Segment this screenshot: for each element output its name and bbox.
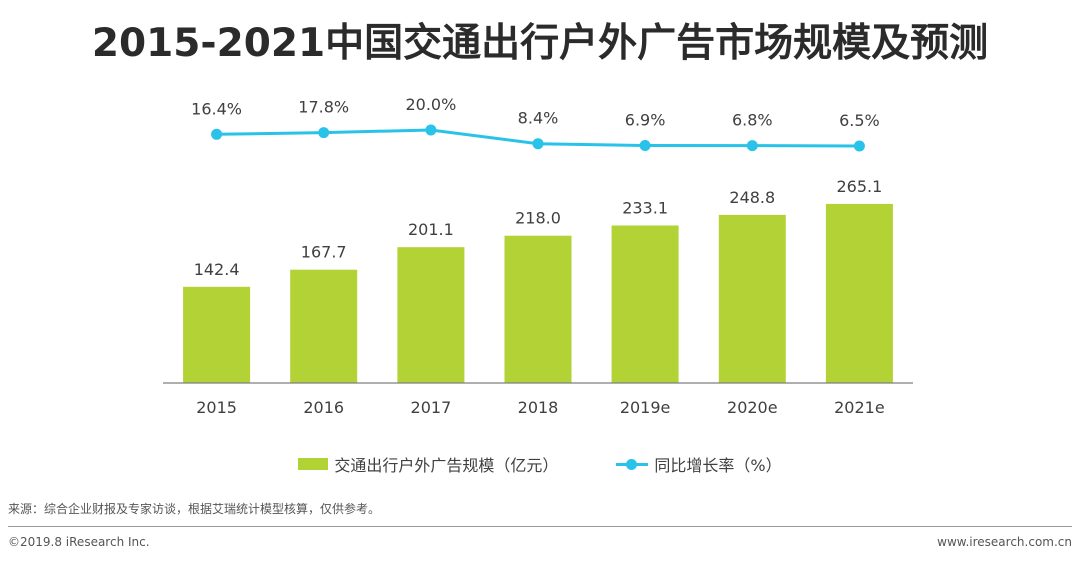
- copyright: ©2019.8 iResearch Inc.: [8, 535, 150, 549]
- bar-value-label-2015: 142.4: [194, 260, 240, 279]
- growth-point-2020e: [746, 140, 758, 152]
- bar-2017: [397, 247, 465, 383]
- x-tick-label-2021e: 2021e: [834, 398, 885, 417]
- growth-value-label-2019e: 6.9%: [625, 111, 666, 130]
- bar-value-label-2021e: 265.1: [836, 177, 882, 196]
- growth-value-label-2018: 8.4%: [518, 109, 559, 128]
- growth-value-label-2017: 20.0%: [405, 95, 456, 114]
- source-note: 来源：综合企业财报及专家访谈，根据艾瑞统计模型核算，仅供参考。: [8, 502, 381, 516]
- bar-value-label-2020e: 248.8: [729, 188, 775, 207]
- x-tick-label-2018: 2018: [518, 398, 559, 417]
- growth-point-2017: [425, 124, 437, 136]
- bar-2019e: [611, 225, 679, 383]
- chart-title: 2015-2021中国交通出行户外广告市场规模及预测: [91, 21, 989, 66]
- legend: 交通出行户外广告规模（亿元） 同比增长率（%）: [0, 452, 1080, 476]
- x-tick-label-2015: 2015: [196, 398, 237, 417]
- footer-divider: [8, 526, 1072, 527]
- growth-value-label-2015: 16.4%: [191, 99, 242, 118]
- growth-point-2019e: [639, 140, 651, 151]
- line-labels-group: 16.4% 17.8% 20.0% 8.4% 6.9% 6.8% 6.5%: [191, 95, 880, 130]
- bar-2015: [183, 286, 251, 383]
- bar-2016: [290, 269, 358, 383]
- bar-2018: [504, 235, 572, 383]
- legend-bar-swatch: [298, 458, 329, 470]
- bar-value-label-2017: 201.1: [408, 220, 454, 239]
- legend-bar-label: 交通出行户外广告规模（亿元）: [334, 456, 559, 475]
- x-tick-label-2017: 2017: [411, 398, 452, 417]
- x-tick-label-2020e: 2020e: [727, 398, 778, 417]
- bars-group: [183, 203, 893, 383]
- growth-value-label-2020e: 6.8%: [732, 111, 773, 130]
- legend-item-line: 同比增长率（%）: [616, 452, 782, 476]
- bar-value-label-2018: 218.0: [515, 209, 561, 228]
- legend-item-bar: 交通出行户外广告规模（亿元）: [298, 452, 558, 476]
- growth-value-label-2021e: 6.5%: [839, 111, 880, 130]
- growth-value-label-2016: 17.8%: [298, 98, 349, 117]
- bar-value-label-2016: 167.7: [301, 243, 347, 262]
- x-tick-label-2019e: 2019e: [620, 398, 671, 417]
- legend-line-label: 同比增长率（%）: [654, 456, 782, 475]
- legend-line-swatch: [616, 458, 649, 470]
- bar-2021e: [825, 203, 893, 383]
- bar-value-label-2019e: 233.1: [622, 199, 668, 218]
- growth-point-2016: [318, 127, 330, 139]
- growth-line-group: [211, 124, 865, 152]
- bar-2020e: [718, 214, 786, 383]
- growth-point-2015: [211, 128, 223, 140]
- growth-point-2021e: [853, 140, 865, 152]
- x-tick-label-2016: 2016: [303, 398, 344, 417]
- tick-labels-group: 2015 2016 2017 2018 2019e 2020e 2021e: [196, 398, 884, 417]
- growth-point-2018: [532, 138, 544, 150]
- bar-labels-group: 142.4 167.7 201.1 218.0 233.1 248.8 265.1: [194, 177, 883, 279]
- website-link: www.iresearch.com.cn: [937, 535, 1072, 549]
